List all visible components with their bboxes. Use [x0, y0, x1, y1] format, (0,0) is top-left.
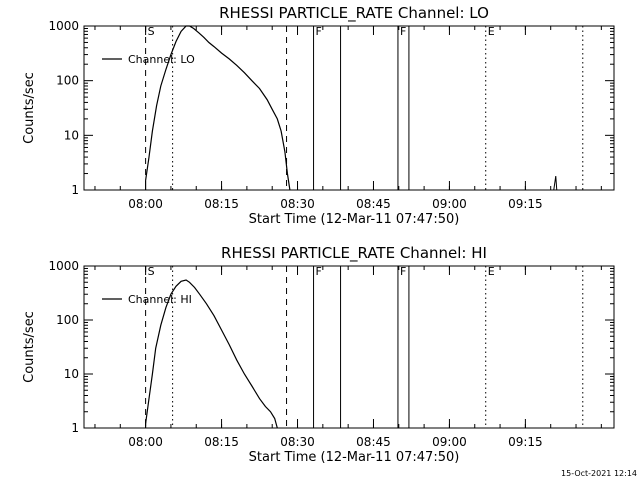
panel-1-x-tick-label: 09:00: [432, 197, 467, 211]
panel-2-x-tick-label: 08:30: [280, 435, 315, 449]
panel-1-y-tick-label: 10: [64, 128, 79, 142]
panel-2-frame: [83, 265, 615, 429]
panel-1-x-tick-label: 08:15: [204, 197, 239, 211]
panel-1-x-tick-label: 08:45: [356, 197, 391, 211]
panel-2-event-marker-F: F: [400, 265, 406, 278]
panel-2-x-tick-label: 08:15: [204, 435, 239, 449]
panel-1-event-marker-F: F: [316, 25, 322, 38]
panel-1-x-tick-label: 08:30: [280, 197, 315, 211]
panel-1-y-tick-label: 1: [71, 183, 79, 197]
panel-2-legend-label: Channel: HI: [128, 293, 192, 306]
panel-1-title: RHESSI PARTICLE_RATE Channel: LO: [219, 4, 489, 23]
panel-1-x-tick-label: 08:00: [128, 197, 163, 211]
panel-2-y-axis-label: Counts/sec: [22, 311, 37, 383]
panel-1-legend-label: Channel: LO: [128, 53, 195, 66]
panel-1-frame: [83, 25, 615, 191]
panel-1-y-tick-label: 100: [56, 74, 79, 88]
panel-1-event-marker-E: E: [488, 25, 495, 38]
panel-2-event-marker-S: S: [148, 265, 155, 278]
panel-1-series-line: [145, 25, 291, 191]
panel-2-x-tick-label: 08:00: [128, 435, 163, 449]
panel-2-x-tick-label: 09:15: [508, 435, 543, 449]
panel-2-x-axis-label: Start Time (12-Mar-11 07:47:50): [249, 450, 460, 465]
panel-2-event-marker-F: F: [316, 265, 322, 278]
panel-1-y-tick-label: 1000: [48, 19, 79, 33]
panel-2-y-tick-label: 100: [56, 313, 79, 327]
timestamp-footer: 15-Oct-2021 12:14: [561, 469, 637, 478]
panel-2-title: RHESSI PARTICLE_RATE Channel: HI: [221, 244, 487, 263]
panel-1-y-axis-label: Counts/sec: [22, 72, 37, 144]
panel-2-y-tick-label: 1: [71, 421, 79, 435]
panel-2-y-tick-label: 1000: [48, 259, 79, 273]
panel-1-event-marker-F: F: [400, 25, 406, 38]
panel-1-event-marker-S: S: [148, 25, 155, 38]
panel-1-x-axis-label: Start Time (12-Mar-11 07:47:50): [249, 212, 460, 227]
panel-2-event-marker-E: E: [488, 265, 495, 278]
panel-2-x-tick-label: 09:00: [432, 435, 467, 449]
panel-1-x-tick-label: 09:15: [508, 197, 543, 211]
panel-2-series-line: [145, 279, 278, 429]
panel-1-spike: [553, 175, 558, 191]
panel-2-x-tick-label: 08:45: [356, 435, 391, 449]
panel-2-y-tick-label: 10: [64, 367, 79, 381]
